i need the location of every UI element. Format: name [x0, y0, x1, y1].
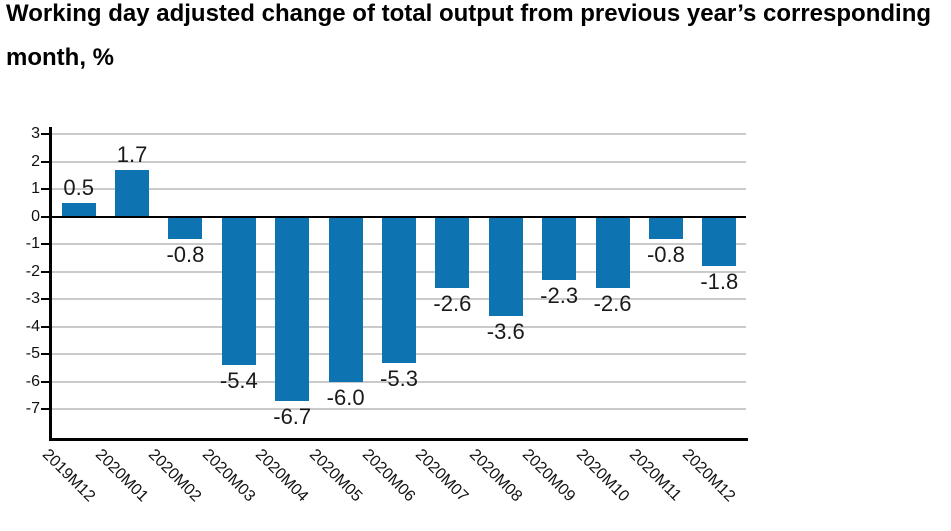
bar — [595, 216, 630, 289]
gridline — [52, 380, 746, 383]
x-axis-label: 2020M10 — [572, 446, 632, 506]
x-axis-label: 2020M11 — [625, 446, 685, 505]
y-tick-label: -4 — [25, 317, 40, 335]
y-tick — [41, 215, 49, 218]
bar-value-label: -2.3 — [540, 283, 579, 309]
bar — [115, 170, 150, 217]
bar-value-label: 1.7 — [116, 142, 148, 168]
bar-value-label: -2.6 — [593, 291, 632, 317]
gridline — [52, 133, 746, 136]
y-tick-label: -7 — [25, 400, 40, 418]
gridline — [52, 160, 746, 163]
bar — [488, 216, 523, 316]
y-tick — [41, 353, 49, 356]
gridline — [52, 188, 746, 191]
bar — [221, 216, 256, 366]
y-tick-label: -2 — [25, 262, 40, 280]
y-tick — [41, 160, 49, 163]
y-tick-label: 1 — [31, 180, 40, 198]
bar-value-label: -6.7 — [273, 404, 312, 430]
bar — [648, 216, 683, 239]
x-axis-label: 2020M01 — [92, 446, 152, 506]
y-tick — [41, 325, 49, 328]
bar-value-label: -2.6 — [433, 291, 472, 317]
bar-value-label: -5.4 — [219, 368, 258, 394]
y-tick-label: 3 — [31, 125, 40, 143]
y-tick — [41, 298, 49, 301]
bar — [275, 216, 310, 402]
gridline — [52, 408, 746, 411]
bar-value-label: -0.8 — [646, 241, 685, 267]
bar — [702, 216, 737, 267]
bar-value-label: -3.6 — [486, 318, 525, 344]
y-tick-label: 0 — [31, 207, 40, 225]
y-tick-label: -3 — [25, 290, 40, 308]
x-axis-label: 2020M12 — [679, 446, 739, 506]
x-axis-label: 2020M05 — [305, 446, 365, 506]
y-tick-label: -6 — [25, 372, 40, 390]
x-axis-label: 2020M02 — [145, 446, 205, 506]
bar — [382, 216, 416, 363]
bar — [168, 216, 203, 239]
y-tick — [41, 243, 49, 246]
y-tick-label: 2 — [31, 152, 40, 170]
plot-area: 3 2 1 0 -1 -2 -3 -4 -5 -6 -7 0.5 1.7 -0.8 -5.4 -6.7 -6.0… — [26, 125, 748, 505]
y-tick-label: -1 — [25, 235, 40, 253]
bar-value-label: -5.3 — [380, 365, 418, 391]
x-axis-label: 2020M03 — [198, 446, 259, 506]
bar — [61, 203, 96, 217]
x-axis-label: 2020M04 — [252, 446, 312, 506]
y-tick — [41, 408, 49, 411]
bar — [435, 216, 470, 289]
bar-value-label: -1.8 — [700, 269, 739, 295]
y-tick-label: -5 — [25, 345, 40, 363]
x-axis-label: 2020M09 — [519, 446, 579, 506]
x-axis-label: 2020M07 — [412, 446, 472, 506]
chart-title: Working day adjusted change of total out… — [6, 0, 932, 71]
bar-value-label: 0.5 — [63, 175, 94, 201]
y-tick — [41, 270, 49, 273]
y-tick — [41, 188, 49, 191]
x-axis-label: 2020M06 — [358, 446, 419, 506]
bar-value-label: -6.0 — [326, 384, 365, 410]
y-axis-line — [49, 127, 52, 441]
x-axis-label: 2020M08 — [465, 446, 525, 506]
x-axis-line — [49, 438, 748, 441]
zero-line — [52, 215, 746, 218]
x-axis-label: 2019M12 — [38, 446, 98, 506]
bar-value-label: -0.8 — [166, 241, 205, 267]
y-tick — [41, 133, 49, 136]
y-tick — [41, 380, 49, 383]
bar — [542, 216, 577, 281]
bar — [328, 216, 363, 382]
